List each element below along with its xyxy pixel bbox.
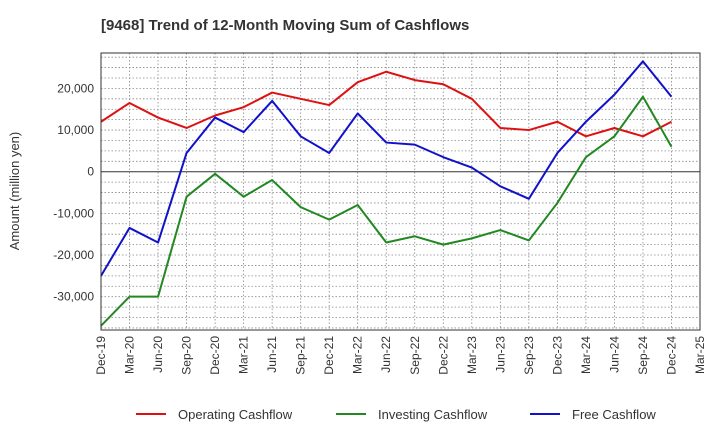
y-tick-label: 0	[87, 165, 94, 179]
x-tick-label: Dec-21	[322, 336, 336, 375]
legend: Operating Cashflow Investing Cashflow Free…	[136, 407, 656, 422]
x-tick-label: Dec-20	[208, 336, 222, 375]
y-tick-label: 20,000	[57, 81, 94, 95]
x-tick-label: Jun-24	[607, 336, 621, 373]
plot-border	[100, 52, 701, 331]
y-axis-label: Amount (million yen)	[7, 132, 22, 251]
x-tick-label: Dec-24	[664, 336, 678, 375]
x-tick-label: Sep-23	[522, 336, 536, 375]
x-tick-label: Jun-20	[151, 336, 165, 373]
x-tick-label: Jun-22	[379, 336, 393, 373]
x-tick-label: Mar-20	[123, 336, 137, 374]
x-tick-label: Sep-24	[636, 336, 650, 375]
x-tick-label: Dec-19	[94, 336, 108, 375]
x-tick-label: Mar-22	[351, 336, 365, 374]
legend-label-free-cashflow: Free Cashflow	[572, 407, 656, 422]
y-axis-ticks: -30,000 -20,000 -10,000 0 10,000 20,000	[53, 81, 94, 303]
x-tick-label: Jun-23	[493, 336, 507, 373]
legend-label-operating-cashflow: Operating Cashflow	[178, 407, 293, 422]
x-tick-label: Dec-22	[436, 336, 450, 375]
y-tick-label: 10,000	[57, 123, 94, 137]
chart-title: [9468] Trend of 12-Month Moving Sum of C…	[101, 17, 469, 34]
x-tick-label: Sep-22	[408, 336, 422, 375]
x-tick-label: Mar-24	[579, 336, 593, 374]
free-cashflow-line	[100, 60, 673, 277]
investing-cashflow-line	[100, 95, 673, 327]
x-axis-ticks: Dec-19 Mar-20 Jun-20 Sep-20 Dec-20 Mar-21 Jun-…	[94, 336, 707, 375]
y-tick-label: -20,000	[53, 248, 94, 262]
x-tick-label: Mar-23	[465, 336, 479, 374]
x-tick-label: Mar-21	[237, 336, 251, 374]
x-tick-label: Sep-21	[294, 336, 308, 375]
x-tick-label: Jun-21	[265, 336, 279, 373]
plot-frame	[100, 52, 701, 331]
series-layer	[100, 60, 673, 327]
x-tick-label: Mar-25	[693, 336, 707, 374]
grid	[101, 53, 700, 330]
x-tick-label: Dec-23	[550, 336, 564, 375]
legend-label-investing-cashflow: Investing Cashflow	[378, 407, 488, 422]
y-tick-label: -10,000	[53, 206, 94, 220]
x-tick-label: Sep-20	[180, 336, 194, 375]
y-tick-label: -30,000	[53, 290, 94, 304]
